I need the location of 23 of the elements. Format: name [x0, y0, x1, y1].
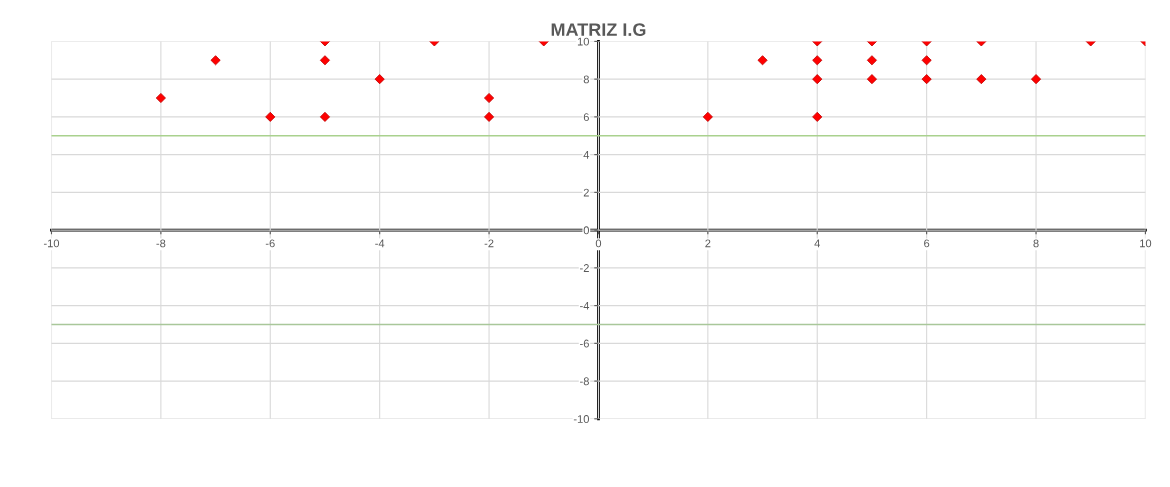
- x-tick-label: -6: [265, 239, 275, 248]
- x-tick-label: -2: [484, 239, 494, 248]
- x-tick-label: 4: [814, 239, 821, 248]
- x-tick-label: -4: [375, 239, 385, 248]
- y-tick-label: -4: [580, 301, 590, 310]
- x-tick-label: 2: [705, 239, 711, 248]
- y-tick-label: 0: [583, 226, 589, 235]
- chart-title: MATRIZ I.G: [551, 23, 646, 37]
- x-tick-label: 8: [1033, 239, 1039, 248]
- y-tick-label: 2: [583, 188, 589, 197]
- x-tick-label: -10: [43, 239, 60, 248]
- y-tick-label: -2: [580, 264, 589, 272]
- y-tick-label: 6: [583, 113, 589, 122]
- x-tick-label: 6: [924, 239, 930, 248]
- x-tick-label: 0: [595, 239, 602, 248]
- y-tick-label: -8: [580, 377, 589, 386]
- x-tick-label: 10: [1140, 239, 1152, 248]
- x-tick-label: -8: [156, 239, 166, 248]
- y-tick-label: 4: [583, 151, 590, 159]
- y-tick-label: 8: [583, 75, 589, 84]
- y-tick-label: -6: [580, 339, 589, 348]
- y-tick-label: 10: [577, 37, 589, 46]
- y-tick-label: -10: [573, 415, 589, 423]
